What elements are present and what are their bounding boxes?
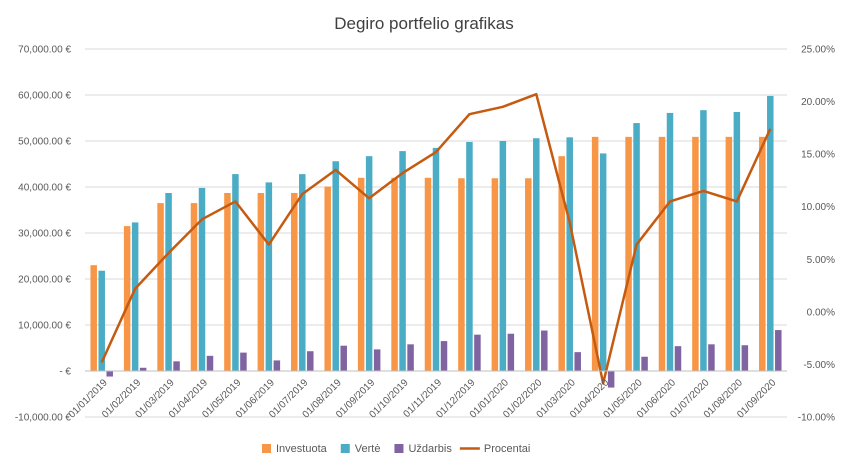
legend-swatch	[262, 444, 271, 453]
y-left-tick-label: 40,000.00 €	[18, 183, 71, 194]
bar-investuota	[90, 265, 97, 371]
y-right-tick-label: 10.00%	[801, 202, 835, 213]
bar-uždarbis	[708, 344, 715, 371]
bar-vertė	[332, 161, 339, 371]
bar-uždarbis	[674, 346, 682, 371]
y-right-tick-label: -10.00%	[798, 413, 835, 424]
bar-investuota	[123, 226, 131, 371]
bar-uždarbis	[741, 345, 749, 371]
bar-investuota	[491, 178, 499, 371]
bar-vertė	[666, 112, 674, 371]
bar-vertė	[432, 147, 440, 371]
y-right-tick-label: 5.00%	[807, 255, 835, 266]
bar-uždarbis	[474, 334, 481, 371]
y-right-tick-label: 0.00%	[807, 307, 835, 318]
y-right-tick-label: 20.00%	[801, 97, 835, 108]
bar-uždarbis	[775, 330, 782, 371]
line-series	[100, 92, 772, 385]
bar-investuota	[558, 156, 565, 371]
bar-investuota	[625, 136, 632, 371]
bar-uždarbis	[139, 367, 147, 371]
bar-investuota	[525, 178, 532, 371]
bar-uždarbis	[574, 352, 581, 371]
bar-investuota	[257, 192, 265, 371]
bar-vertė	[365, 156, 373, 371]
legend-label: Procentai	[484, 443, 530, 455]
bar-vertė	[232, 174, 239, 371]
bar-investuota	[458, 178, 465, 371]
bar-uždarbis	[440, 341, 448, 371]
legend-swatch	[340, 444, 350, 453]
bar-vertė	[131, 222, 139, 371]
bar-vertė	[700, 110, 707, 372]
bar-investuota	[324, 186, 331, 371]
chart-title: Degiro portfelio grafikas	[334, 14, 514, 33]
bar-vertė	[98, 270, 105, 371]
bar-investuota	[725, 136, 733, 371]
y-left-tick-label: 70,000.00 €	[18, 45, 71, 56]
bar-uždarbis	[206, 355, 214, 371]
bar-uždarbis	[240, 352, 247, 371]
y-right-tick-label: 25.00%	[801, 45, 835, 56]
bar-vertė	[265, 182, 273, 371]
bars	[90, 95, 782, 388]
bar-uždarbis	[541, 330, 548, 371]
bar-vertė	[165, 192, 172, 371]
bar-vertė	[466, 141, 473, 371]
bar-investuota	[424, 177, 432, 371]
y-right-tick-label: -5.00%	[803, 360, 835, 371]
bar-uždarbis	[407, 344, 414, 371]
legend: Investuota Vertė Uždarbis Procentai	[262, 443, 530, 455]
y-left-tick-label: -10,000.00 €	[15, 413, 72, 424]
y-left-tick-label: 30,000.00 €	[18, 229, 71, 240]
y-right-tick-label: 15.00%	[801, 150, 835, 161]
bar-vertė	[533, 138, 540, 371]
bar-uždarbis	[607, 371, 615, 388]
bar-investuota	[692, 136, 699, 371]
bar-uždarbis	[641, 356, 648, 371]
y-left-tick-label: 60,000.00 €	[18, 91, 71, 102]
legend-label: Uždarbis	[408, 443, 452, 455]
bar-vertė	[733, 112, 741, 372]
bar-vertė	[499, 141, 507, 371]
bar-investuota	[291, 192, 298, 371]
line-procentai	[100, 92, 772, 385]
bar-investuota	[224, 192, 231, 371]
y-left-tick-label: 50,000.00 €	[18, 137, 71, 148]
legend-swatch	[394, 444, 404, 453]
bar-uždarbis	[373, 349, 381, 371]
bar-investuota	[591, 136, 599, 371]
y-left-tick-label: - €	[59, 367, 71, 378]
bar-uždarbis	[340, 345, 347, 371]
bar-vertė	[399, 151, 406, 371]
bar-investuota	[391, 177, 398, 371]
bar-uždarbis	[173, 361, 180, 371]
y-left-tick-label: 20,000.00 €	[18, 275, 71, 286]
bar-vertė	[299, 174, 306, 371]
bar-vertė	[566, 137, 573, 371]
bar-investuota	[157, 203, 164, 371]
bar-investuota	[658, 136, 666, 371]
y-left-tick-label: 10,000.00 €	[18, 321, 71, 332]
bar-investuota	[357, 177, 365, 371]
bar-vertė	[198, 187, 206, 371]
legend-label: Investuota	[276, 443, 328, 455]
bar-vertė	[599, 153, 607, 371]
bar-uždarbis	[106, 371, 113, 377]
bar-investuota	[759, 136, 766, 371]
bar-uždarbis	[307, 351, 314, 371]
bar-investuota	[190, 203, 198, 371]
bar-vertė	[767, 95, 774, 372]
bar-uždarbis	[507, 333, 515, 371]
legend-label: Vertė	[355, 443, 381, 455]
bar-uždarbis	[273, 360, 281, 371]
